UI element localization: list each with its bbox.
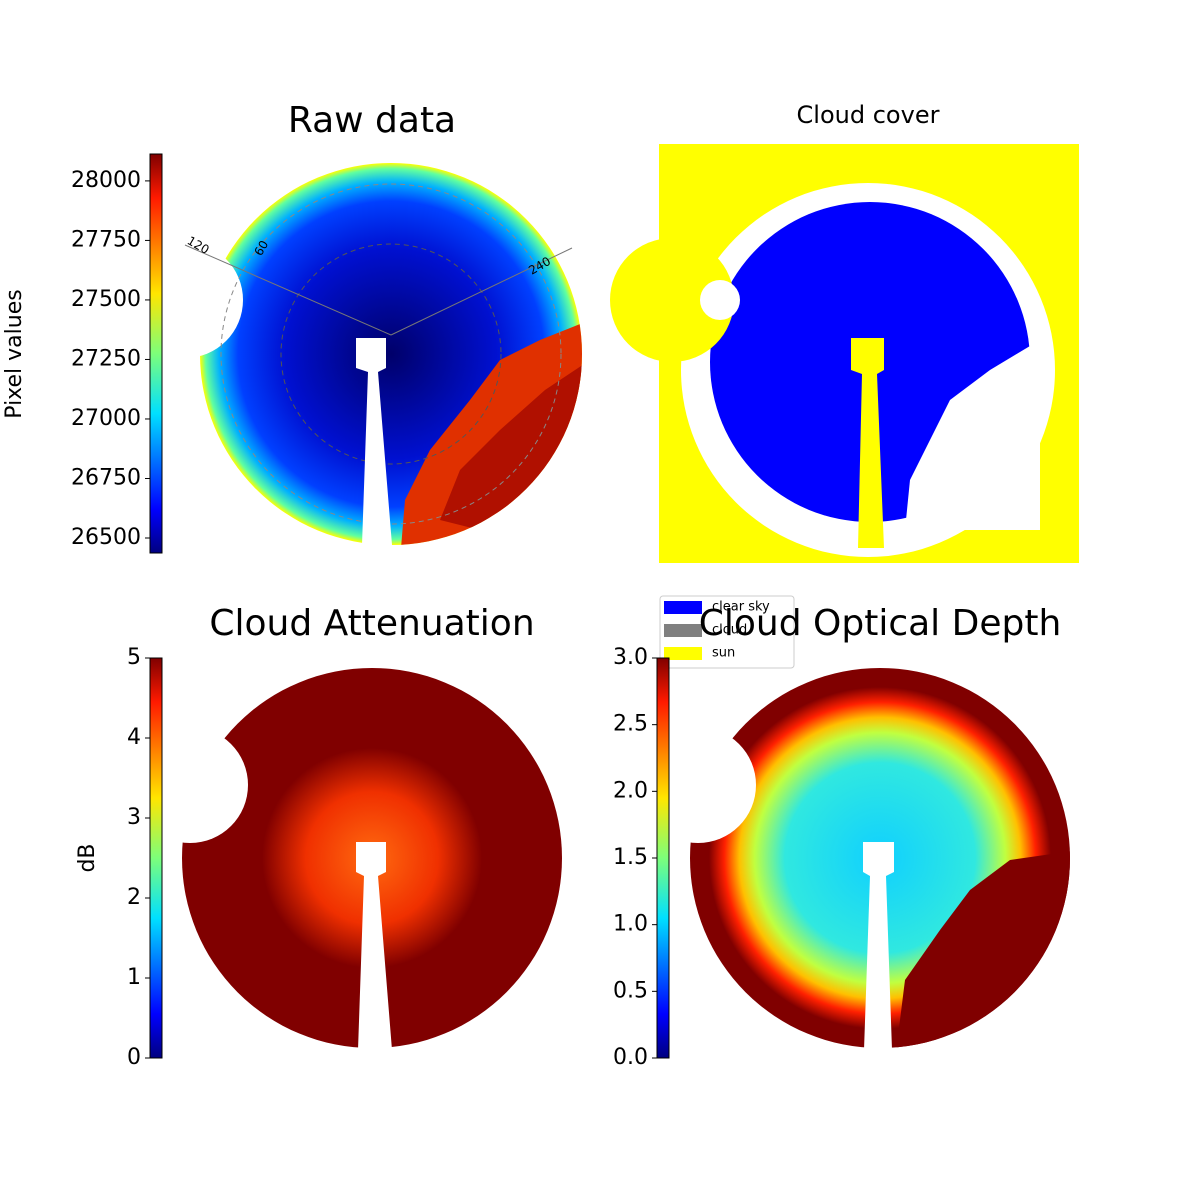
legend-label: sun [712, 646, 735, 661]
colorbar-tick-label: 2.5 [613, 712, 648, 737]
colorbar-tick-label: 3.0 [613, 645, 648, 670]
colorbar-tick-label: 26500 [71, 525, 141, 550]
panel-title: Raw data [288, 100, 456, 141]
colorbar [656, 657, 670, 1059]
panel-title: Cloud Optical Depth [699, 603, 1062, 644]
attenuation-image [132, 668, 562, 1050]
colorbar-tick-label: 2.0 [613, 778, 648, 803]
raw-image [127, 163, 582, 545]
legend-swatch [664, 601, 702, 614]
panel-title: Cloud Attenuation [209, 603, 534, 644]
colorbar [149, 153, 163, 554]
polar-label: 60 [252, 238, 272, 258]
panel-title: Cloud cover [797, 101, 940, 129]
colorbar-tick-label: 5 [127, 645, 141, 670]
colorbar-tick-label: 0.5 [613, 978, 648, 1003]
colorbar-tick-label: 27000 [71, 406, 141, 431]
cloud-cover-image [610, 144, 1079, 563]
colorbar-tick-label: 28000 [71, 168, 141, 193]
colorbar-tick-label: 27250 [71, 346, 141, 371]
colorbar-tick-label: 26750 [71, 465, 141, 490]
colorbar-tick-label: 1 [127, 965, 141, 990]
colorbar-tick-label: 2 [127, 885, 141, 910]
colorbar-tick-label: 27750 [71, 227, 141, 252]
colorbar-tick-label: 0 [127, 1045, 141, 1070]
legend-label: clear sky [712, 600, 770, 615]
colorbar-tick-label: 1.5 [613, 845, 648, 870]
colorbar-tick-label: 4 [127, 725, 141, 750]
legend-swatch [664, 624, 702, 637]
colorbar-tick-label: 1.0 [613, 912, 648, 937]
colorbar-tick-label: 27500 [71, 287, 141, 312]
colorbar-label: dB [75, 843, 100, 872]
colorbar [149, 657, 163, 1059]
legend-label: cloud [712, 623, 747, 638]
optical-depth-image [640, 668, 1070, 1050]
colorbar-tick-label: 0.0 [613, 1045, 648, 1070]
colorbar-label: Pixel values [2, 289, 27, 418]
legend-swatch [664, 647, 702, 660]
colorbar-tick-label: 3 [127, 805, 141, 830]
